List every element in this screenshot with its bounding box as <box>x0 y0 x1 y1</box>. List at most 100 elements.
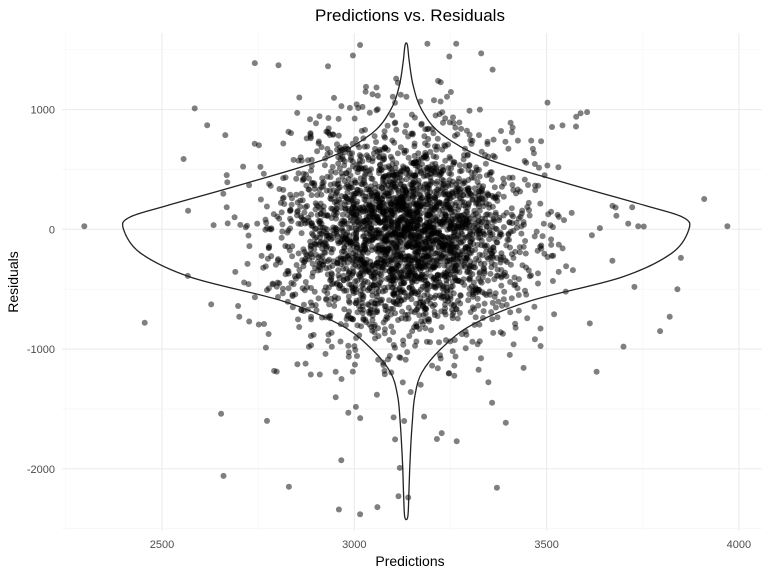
data-point <box>342 143 349 150</box>
data-point <box>224 179 231 186</box>
data-point <box>457 292 464 299</box>
data-point <box>596 225 603 232</box>
data-point <box>491 261 498 268</box>
chart-title: Predictions vs. Residuals <box>315 6 505 25</box>
data-point <box>492 209 499 216</box>
data-point <box>408 308 415 315</box>
data-point <box>296 266 303 273</box>
data-point <box>373 391 380 398</box>
data-point <box>471 174 478 181</box>
data-point <box>323 295 330 302</box>
data-point <box>433 436 440 442</box>
data-point <box>409 180 416 187</box>
data-point <box>484 211 491 218</box>
data-point <box>403 241 410 248</box>
data-point <box>456 119 463 126</box>
data-point <box>312 200 319 207</box>
data-point <box>224 220 231 227</box>
data-point <box>380 258 387 265</box>
data-point <box>352 261 359 268</box>
data-point <box>532 182 539 189</box>
data-point <box>508 205 515 212</box>
data-point <box>325 115 332 121</box>
data-point <box>402 315 409 322</box>
data-point <box>635 223 642 230</box>
data-point <box>417 263 423 270</box>
data-point <box>374 293 381 300</box>
data-point <box>396 464 403 471</box>
data-point <box>453 186 460 193</box>
data-point <box>424 281 431 288</box>
data-point <box>514 137 521 144</box>
x-tick-label: 2500 <box>150 539 174 551</box>
data-point <box>508 251 515 258</box>
data-point <box>334 141 340 148</box>
data-point <box>394 207 401 214</box>
data-point <box>270 211 277 218</box>
data-point <box>345 409 352 416</box>
data-point <box>497 259 504 266</box>
data-point <box>369 158 376 165</box>
data-point <box>331 94 337 101</box>
data-point <box>320 203 327 210</box>
data-point <box>434 213 441 220</box>
data-point <box>311 288 318 295</box>
data-point <box>301 217 308 224</box>
data-point <box>464 233 471 240</box>
data-point <box>479 289 486 296</box>
data-point <box>568 209 575 216</box>
data-point <box>467 309 474 315</box>
data-point <box>394 269 401 276</box>
data-point <box>357 187 364 194</box>
data-point <box>359 295 366 302</box>
data-point <box>397 181 404 188</box>
data-point <box>374 106 381 113</box>
data-point <box>279 228 286 235</box>
data-point <box>236 313 243 320</box>
data-point <box>223 204 230 211</box>
data-point <box>354 309 361 316</box>
data-point <box>584 109 591 116</box>
data-point <box>492 193 499 200</box>
data-point <box>434 135 441 142</box>
data-point <box>331 297 338 304</box>
data-point <box>319 253 326 260</box>
data-point <box>346 225 353 231</box>
data-point <box>320 179 327 186</box>
data-point <box>331 302 338 309</box>
data-point <box>400 163 407 170</box>
data-point <box>391 120 398 127</box>
data-point <box>497 329 504 336</box>
data-point <box>463 255 470 262</box>
data-point <box>464 209 471 215</box>
data-point <box>220 190 227 197</box>
data-point <box>328 215 335 222</box>
data-point <box>390 414 397 421</box>
data-point <box>282 174 289 181</box>
data-point <box>415 234 422 241</box>
data-point <box>366 201 373 208</box>
data-point <box>341 162 348 169</box>
data-point <box>438 176 445 183</box>
data-point <box>310 331 317 338</box>
data-point <box>368 191 375 198</box>
data-point <box>325 337 332 344</box>
data-point <box>476 106 483 113</box>
data-point <box>397 144 404 151</box>
data-point <box>446 53 453 60</box>
data-point <box>397 91 404 98</box>
data-point <box>288 280 295 286</box>
data-point <box>262 226 269 233</box>
data-point <box>491 184 498 191</box>
data-point <box>245 232 252 239</box>
data-point <box>399 287 406 293</box>
data-point <box>328 168 335 175</box>
data-point <box>388 265 395 272</box>
data-point <box>427 246 434 253</box>
data-point <box>493 272 500 279</box>
data-point <box>509 174 516 181</box>
data-point <box>278 209 285 216</box>
data-point <box>360 316 367 323</box>
data-point <box>394 150 401 157</box>
data-point <box>512 324 519 331</box>
